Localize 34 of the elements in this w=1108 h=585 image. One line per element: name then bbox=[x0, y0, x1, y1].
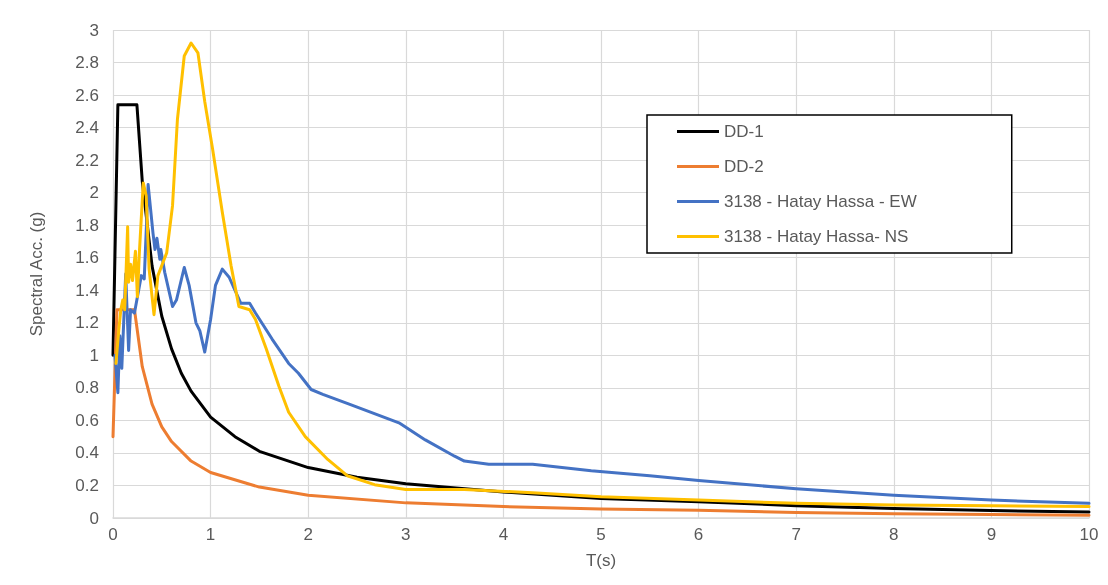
y-tick-label: 3 bbox=[89, 20, 99, 40]
y-tick-label: 0.2 bbox=[75, 475, 99, 495]
legend-label: DD-2 bbox=[724, 157, 764, 176]
y-tick-label: 1.6 bbox=[75, 248, 99, 268]
x-tick-label: 0 bbox=[108, 525, 118, 544]
y-tick-label: 0 bbox=[89, 508, 99, 528]
x-tick-label: 5 bbox=[596, 525, 606, 544]
y-tick-label: 1.4 bbox=[75, 280, 99, 300]
x-tick-label: 10 bbox=[1079, 525, 1099, 544]
y-tick-label: 1.2 bbox=[75, 313, 99, 333]
legend-label: DD-1 bbox=[724, 122, 764, 141]
x-tick-label: 9 bbox=[986, 525, 997, 544]
y-tick-label: 0.4 bbox=[75, 443, 99, 463]
y-tick-label: 2.4 bbox=[75, 118, 99, 138]
y-axis-title: Spectral Acc. (g) bbox=[27, 211, 46, 337]
x-tick-label: 8 bbox=[889, 525, 899, 544]
y-tick-label: 1.8 bbox=[75, 215, 99, 235]
legend-label: 3138 - Hatay Hassa- NS bbox=[724, 227, 909, 246]
line-series bbox=[113, 183, 1091, 505]
x-axis-title: T(s) bbox=[585, 551, 617, 570]
x-tick-label: 4 bbox=[498, 525, 509, 544]
y-tick-label: 2 bbox=[89, 183, 99, 203]
y-tick-label: 2.6 bbox=[75, 85, 99, 105]
x-tick-label: 6 bbox=[693, 525, 704, 544]
x-tick-label: 3 bbox=[401, 525, 411, 544]
x-tick-label: 7 bbox=[791, 525, 801, 544]
y-tick-label: 0.6 bbox=[75, 410, 99, 430]
legend-label: 3138 - Hatay Hassa - EW bbox=[724, 192, 917, 211]
y-tick-label: 0.8 bbox=[75, 378, 99, 398]
y-tick-label: 2.2 bbox=[75, 150, 99, 170]
y-tick-label: 1 bbox=[89, 345, 99, 365]
y-tick-label: 2.8 bbox=[75, 53, 99, 73]
x-tick-label: 2 bbox=[303, 525, 313, 544]
x-tick-label: 1 bbox=[205, 525, 216, 544]
